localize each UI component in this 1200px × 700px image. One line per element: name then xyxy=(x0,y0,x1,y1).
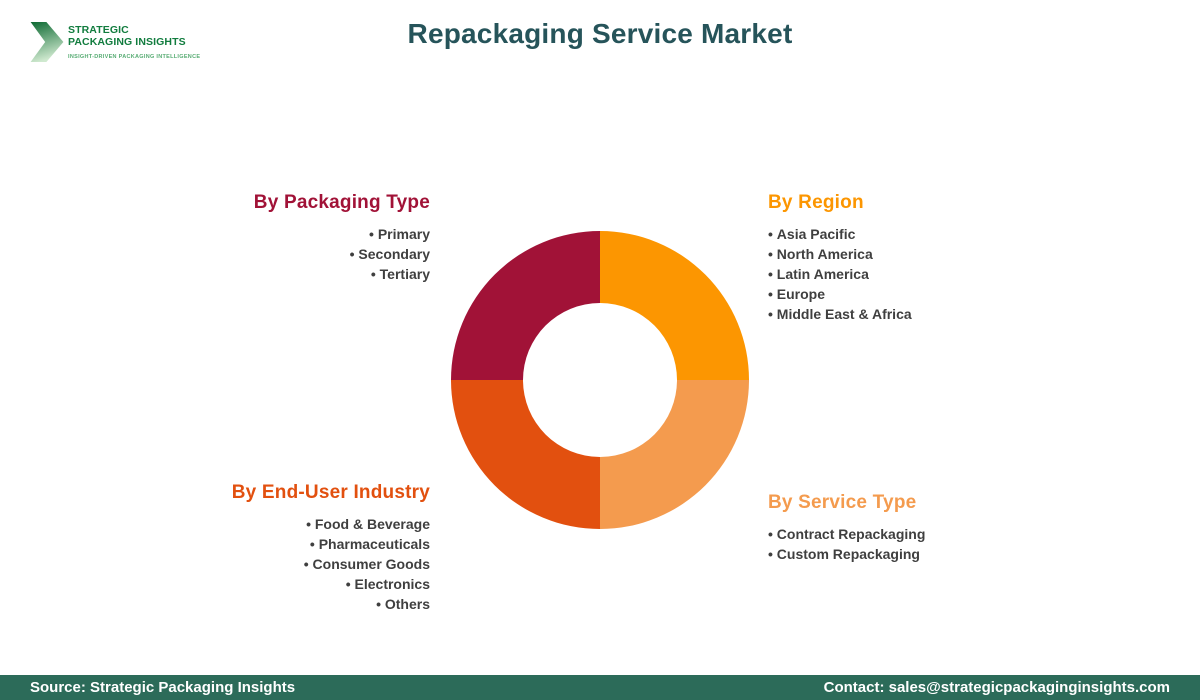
list-item: Tertiary xyxy=(254,264,430,284)
brand-name-line2: PACKAGING INSIGHTS xyxy=(68,35,186,48)
group-end-user-heading: By End-User Industry xyxy=(231,482,430,503)
group-service-type-heading: By Service Type xyxy=(768,492,917,513)
list-item: Contract Repackaging xyxy=(768,524,926,544)
list-item: Electronics xyxy=(232,574,430,594)
donut-chart xyxy=(451,231,749,529)
chevron-arrow-icon xyxy=(30,21,64,63)
group-service-type-list: Contract Repackaging Custom Repackaging xyxy=(768,524,926,564)
list-item: Pharmaceuticals xyxy=(232,534,430,554)
list-item: Asia Pacific xyxy=(768,224,912,244)
brand-logo: STRATEGIC PACKAGING INSIGHTS INSIGHT-DRI… xyxy=(30,10,200,74)
brand-tagline: INSIGHT-DRIVEN PACKAGING INTELLIGENCE xyxy=(68,54,201,60)
list-item: Custom Repackaging xyxy=(768,544,925,564)
footer-source: Source: Strategic Packaging Insights xyxy=(30,679,296,696)
list-item: North America xyxy=(768,244,912,264)
group-region-list: Asia Pacific North America Latin America… xyxy=(768,224,912,324)
list-item: Secondary xyxy=(254,244,430,264)
footer-contact: Contact: sales@strategicpackaginginsight… xyxy=(823,679,1170,696)
list-item: Others xyxy=(232,594,430,614)
list-item: Latin America xyxy=(768,264,912,284)
group-packaging-type: By Packaging Type Primary Secondary Tert… xyxy=(254,192,430,284)
brand-name-line1: STRATEGIC xyxy=(68,24,129,36)
group-region: By Region Asia Pacific North America Lat… xyxy=(768,192,912,324)
group-packaging-type-heading: By Packaging Type xyxy=(253,192,430,213)
list-item: Consumer Goods xyxy=(232,554,430,574)
list-item: Primary xyxy=(254,224,430,244)
footer-bar: Source: Strategic Packaging Insights Con… xyxy=(0,675,1200,700)
brand-text: STRATEGIC PACKAGING INSIGHTS INSIGHT-DRI… xyxy=(68,10,200,60)
list-item: Food & Beverage xyxy=(232,514,430,534)
group-end-user-list: Food & Beverage Pharmaceuticals Consumer… xyxy=(232,514,430,614)
group-end-user-industry: By End-User Industry Food & Beverage Pha… xyxy=(232,482,430,614)
group-service-type: By Service Type Contract Repackaging Cus… xyxy=(768,492,925,564)
donut-segment-service-type xyxy=(600,380,749,529)
list-item: Middle East & Africa xyxy=(768,304,912,324)
page-title: Repackaging Service Market xyxy=(407,18,793,49)
donut-segment-end-user xyxy=(451,380,600,529)
donut-segment-packaging-type xyxy=(451,231,600,380)
donut-segment-region xyxy=(600,231,749,380)
list-item: Europe xyxy=(768,284,912,304)
group-region-heading: By Region xyxy=(768,192,864,213)
group-packaging-type-list: Primary Secondary Tertiary xyxy=(254,224,430,284)
